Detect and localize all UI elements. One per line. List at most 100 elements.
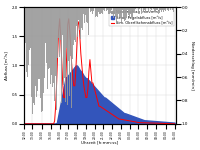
- Bar: [89, 7, 90, 8]
- Bar: [61, 7, 62, 103]
- Bar: [39, 7, 40, 79]
- Bar: [137, 7, 138, 8]
- Bar: [120, 7, 121, 18]
- Bar: [68, 7, 69, 61]
- Bar: [63, 7, 64, 85]
- Bar: [79, 7, 80, 30]
- Bar: [136, 7, 137, 8]
- Bar: [110, 7, 111, 13]
- Bar: [153, 7, 154, 9]
- Bar: [172, 7, 173, 10]
- Bar: [69, 7, 70, 96]
- Bar: [139, 7, 140, 9]
- Bar: [131, 7, 132, 17]
- Bar: [57, 7, 58, 58]
- Bar: [167, 7, 168, 10]
- Bar: [133, 7, 134, 12]
- Y-axis label: Abfluss [m³/s]: Abfluss [m³/s]: [6, 51, 10, 80]
- Bar: [35, 7, 36, 86]
- Bar: [66, 7, 67, 48]
- Bar: [28, 7, 29, 65]
- Bar: [135, 7, 136, 9]
- Bar: [124, 7, 125, 21]
- Bar: [114, 7, 115, 11]
- Bar: [59, 7, 60, 57]
- Bar: [106, 7, 107, 11]
- Bar: [160, 7, 161, 10]
- Bar: [31, 7, 32, 97]
- Bar: [150, 7, 151, 9]
- Bar: [123, 7, 124, 16]
- Bar: [52, 7, 53, 87]
- Bar: [96, 7, 97, 16]
- Legend: Niederschlag [mm/min], Beob. Pegelabfluss [m³/s], Sim. Oberflächenabfluss [m³/s]: Niederschlag [mm/min], Beob. Pegelabflus…: [109, 9, 174, 26]
- Bar: [48, 7, 49, 69]
- Bar: [24, 7, 25, 78]
- Bar: [97, 7, 98, 17]
- Bar: [65, 7, 66, 102]
- Bar: [76, 7, 77, 26]
- Bar: [103, 7, 104, 10]
- Bar: [141, 7, 142, 11]
- Bar: [62, 7, 63, 34]
- Bar: [145, 7, 146, 10]
- Bar: [77, 7, 78, 37]
- Bar: [47, 7, 48, 89]
- Bar: [111, 7, 112, 10]
- Bar: [156, 7, 157, 10]
- Bar: [173, 7, 174, 12]
- Bar: [92, 7, 93, 15]
- Bar: [80, 7, 81, 39]
- Bar: [36, 7, 37, 98]
- Bar: [26, 7, 27, 72]
- Bar: [38, 7, 39, 79]
- Bar: [146, 7, 147, 8]
- Bar: [29, 7, 30, 50]
- Bar: [168, 7, 169, 11]
- Bar: [122, 7, 123, 10]
- Bar: [37, 7, 38, 91]
- Bar: [49, 7, 50, 68]
- Bar: [87, 7, 88, 22]
- Bar: [67, 7, 68, 105]
- Bar: [151, 7, 152, 10]
- Bar: [125, 7, 126, 20]
- Bar: [169, 7, 170, 8]
- Bar: [154, 7, 155, 12]
- Bar: [118, 7, 119, 14]
- Bar: [164, 7, 165, 10]
- Bar: [46, 7, 47, 63]
- Bar: [155, 7, 156, 12]
- Bar: [41, 7, 42, 112]
- Bar: [128, 7, 129, 15]
- Bar: [78, 7, 79, 20]
- Bar: [44, 7, 45, 78]
- Bar: [140, 7, 141, 8]
- Bar: [45, 7, 46, 43]
- Bar: [43, 7, 44, 93]
- Bar: [95, 7, 96, 17]
- Bar: [70, 7, 71, 56]
- Bar: [152, 7, 153, 8]
- Bar: [74, 7, 75, 40]
- Bar: [81, 7, 82, 29]
- Bar: [72, 7, 73, 59]
- Bar: [84, 7, 85, 23]
- Bar: [40, 7, 41, 98]
- Bar: [27, 7, 28, 77]
- Bar: [129, 7, 130, 18]
- Bar: [115, 7, 116, 17]
- Bar: [138, 7, 139, 12]
- Bar: [163, 7, 164, 12]
- Bar: [30, 7, 31, 48]
- Bar: [130, 7, 131, 14]
- Bar: [54, 7, 55, 101]
- Bar: [162, 7, 163, 10]
- Bar: [32, 7, 33, 114]
- Bar: [161, 7, 162, 12]
- Bar: [102, 7, 103, 14]
- Bar: [147, 7, 148, 8]
- Bar: [99, 7, 101, 14]
- Bar: [101, 7, 102, 13]
- Bar: [127, 7, 128, 10]
